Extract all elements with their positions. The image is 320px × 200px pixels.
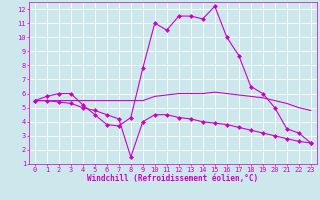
- X-axis label: Windchill (Refroidissement éolien,°C): Windchill (Refroidissement éolien,°C): [87, 174, 258, 183]
